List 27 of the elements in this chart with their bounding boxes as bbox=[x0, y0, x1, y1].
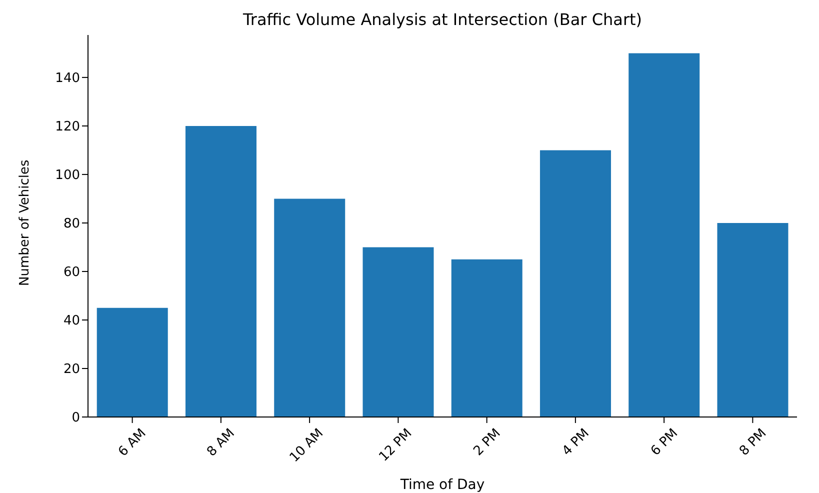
x-tick-label: 12 PM bbox=[376, 426, 416, 465]
bar bbox=[540, 150, 611, 417]
x-tick-label: 8 AM bbox=[204, 426, 238, 460]
chart-title: Traffic Volume Analysis at Intersection (Bar Chart) bbox=[242, 10, 644, 29]
bar bbox=[185, 126, 256, 417]
y-tick-label: 0 bbox=[72, 410, 80, 426]
x-tick-label: 2 PM bbox=[470, 426, 504, 459]
x-tick-label: 6 AM bbox=[116, 426, 150, 460]
x-tick-label: 10 AM bbox=[287, 426, 327, 466]
bar bbox=[451, 259, 522, 417]
y-tick-label: 40 bbox=[63, 314, 80, 329]
y-tick-label: 20 bbox=[63, 362, 80, 378]
x-tick-label: 4 PM bbox=[560, 426, 592, 459]
bar bbox=[362, 247, 434, 417]
y-tick-label: 80 bbox=[63, 216, 80, 232]
bar bbox=[96, 308, 168, 417]
x-tick-label: 6 PM bbox=[648, 426, 682, 459]
y-tick-label: 120 bbox=[55, 120, 80, 135]
y-tick-label: 100 bbox=[55, 168, 80, 184]
bar bbox=[717, 222, 788, 417]
bar bbox=[274, 198, 346, 417]
x-axis-title: Time of Day bbox=[399, 477, 485, 493]
y-axis-title: Number of Vehicles bbox=[18, 159, 33, 286]
y-tick-label: 140 bbox=[55, 71, 80, 86]
x-tick-label: 8 PM bbox=[736, 426, 770, 459]
y-tick-label: 60 bbox=[63, 265, 80, 280]
bar bbox=[628, 53, 700, 417]
